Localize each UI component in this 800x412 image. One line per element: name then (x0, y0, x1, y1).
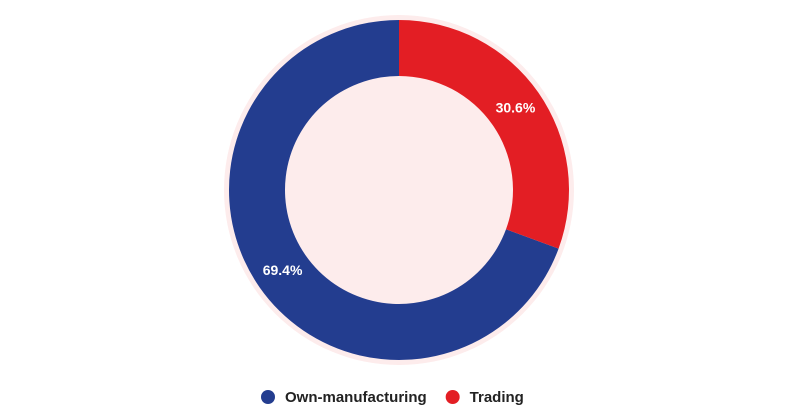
donut-slice (399, 20, 569, 249)
legend-label: Trading (470, 389, 524, 406)
value-label: 30.6% (496, 99, 536, 115)
donut-slice (229, 20, 559, 361)
value-label: 69.4% (263, 262, 303, 278)
legend-marker (445, 390, 460, 404)
legend-label: Own-manufacturing (285, 389, 427, 406)
legend-marker (261, 390, 275, 404)
